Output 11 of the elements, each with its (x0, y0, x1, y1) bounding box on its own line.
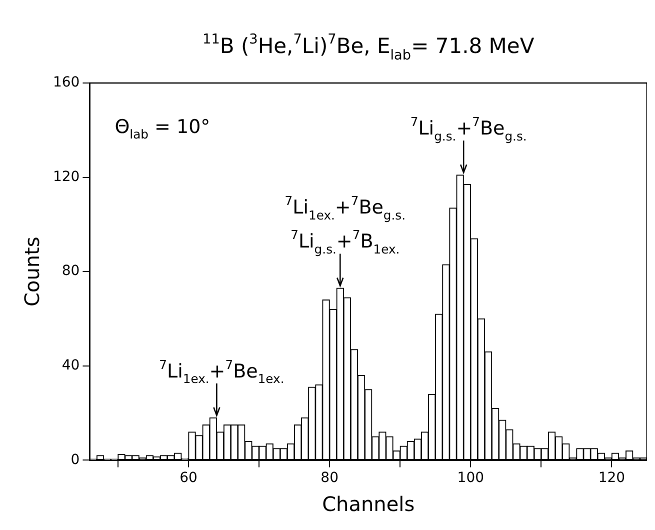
x-tick-label: 80 (320, 470, 338, 486)
y-tick-label: 160 (52, 74, 80, 91)
y-axis-title: Counts (20, 236, 44, 307)
y-tick-label: 80 (62, 263, 80, 280)
y-tick-label: 120 (52, 168, 80, 185)
x-tick-label: 120 (598, 470, 626, 486)
y-tick-label: 0 (70, 452, 80, 468)
x-tick-label: 60 (180, 470, 198, 486)
x-tick-label: 100 (457, 470, 484, 486)
x-axis-title: Channels (322, 492, 415, 516)
y-tick-label: 40 (62, 358, 80, 374)
